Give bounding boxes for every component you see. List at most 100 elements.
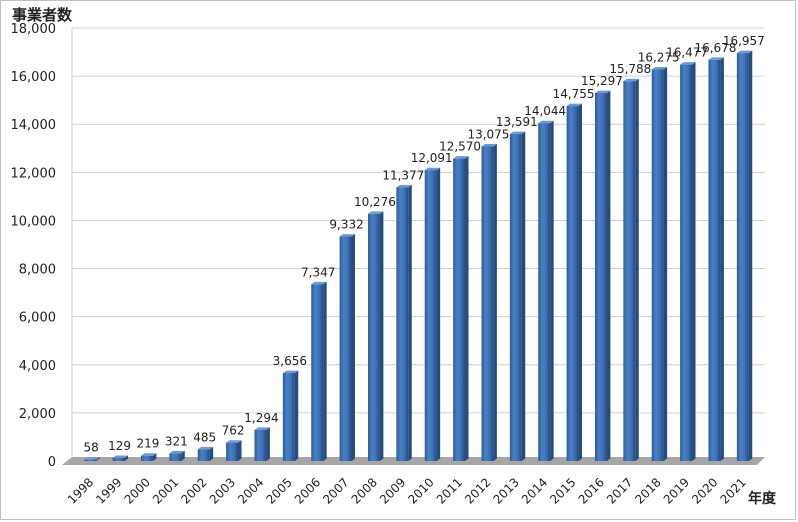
data-label: 14,044 xyxy=(524,104,566,118)
data-label: 12,570 xyxy=(439,140,481,154)
x-tick-label: 1998 xyxy=(65,475,96,506)
bar-side xyxy=(748,50,753,461)
bar-side xyxy=(238,440,242,461)
bar-top xyxy=(226,440,242,443)
gridlines xyxy=(71,27,765,461)
y-tick-label: 4,000 xyxy=(19,359,56,374)
bar xyxy=(736,53,749,462)
bar-top xyxy=(339,234,356,237)
x-tick-label: 2018 xyxy=(632,475,663,506)
x-tick-label: 2015 xyxy=(547,475,578,506)
bar xyxy=(367,213,380,461)
data-label: 12,091 xyxy=(411,151,453,165)
bar-side xyxy=(209,446,214,461)
bar-top xyxy=(169,450,185,454)
bar-side xyxy=(266,427,270,461)
bar xyxy=(169,453,182,461)
bar-side xyxy=(550,120,554,461)
x-tick-label: 2010 xyxy=(405,475,436,506)
bar-side xyxy=(663,67,668,461)
data-label: 3,656 xyxy=(273,354,307,368)
bar-side xyxy=(606,90,611,461)
x-axis-title: 年度 xyxy=(748,491,776,507)
bar-top xyxy=(680,62,696,65)
data-label: 219 xyxy=(136,437,159,451)
y-tick-label: 12,000 xyxy=(11,166,57,181)
y-axis-title: 事業者数 xyxy=(12,6,73,24)
bar-top xyxy=(112,455,129,458)
bar-top xyxy=(708,57,724,60)
bar-top xyxy=(84,457,100,460)
x-tick-labels: 1998199920002001200220032004200520062007… xyxy=(65,475,749,506)
bar-top xyxy=(367,211,384,214)
data-label: 16,275 xyxy=(638,50,680,64)
x-tick-label: 2004 xyxy=(235,475,266,506)
data-label: 15,297 xyxy=(581,74,623,88)
bar-top xyxy=(566,103,583,107)
bar xyxy=(538,123,551,461)
bars xyxy=(84,50,753,462)
bar-side xyxy=(635,78,639,461)
bar-side xyxy=(720,57,724,462)
bar-top xyxy=(594,90,611,94)
bar-side xyxy=(96,457,100,461)
bar-side xyxy=(465,156,469,461)
y-tick-label: 14,000 xyxy=(11,118,57,133)
x-tick-label: 2013 xyxy=(490,475,521,506)
x-tick-label: 2009 xyxy=(377,475,408,506)
bar xyxy=(680,64,693,462)
bar-side xyxy=(152,453,157,461)
bar-side xyxy=(351,234,356,461)
x-tick-label: 2021 xyxy=(717,475,748,506)
bar xyxy=(282,373,295,461)
data-label: 129 xyxy=(108,439,131,453)
y-tick-label: 10,000 xyxy=(11,214,57,229)
data-label: 11,377 xyxy=(382,168,424,182)
x-tick-label: 2008 xyxy=(349,475,380,506)
x-tick-label: 2002 xyxy=(178,475,209,506)
x-tick-label: 2007 xyxy=(320,475,351,506)
y-tick-label: 18,000 xyxy=(11,22,57,37)
bar xyxy=(594,93,607,462)
x-tick-label: 2003 xyxy=(207,475,238,506)
bar-top xyxy=(140,453,157,456)
bar xyxy=(509,134,522,461)
bar-side xyxy=(323,281,327,461)
bar-top xyxy=(481,144,497,147)
x-tick-label: 2019 xyxy=(661,475,692,506)
bar xyxy=(481,146,494,461)
bar-top xyxy=(197,446,214,450)
bar-top xyxy=(736,50,753,54)
data-label: 16,477 xyxy=(666,46,708,60)
bar xyxy=(453,158,466,461)
data-label: 58 xyxy=(84,441,99,455)
bar-top xyxy=(538,120,554,124)
data-label: 10,276 xyxy=(354,195,396,209)
bar-top xyxy=(424,167,441,171)
data-label: 7,347 xyxy=(301,265,335,279)
bar xyxy=(339,236,352,461)
bar xyxy=(197,449,210,461)
y-tick-label: 2,000 xyxy=(19,407,56,422)
bar-top xyxy=(453,156,469,159)
data-label: 9,332 xyxy=(329,218,363,232)
x-tick-label: 2014 xyxy=(519,475,550,506)
x-tick-label: 2017 xyxy=(604,475,635,506)
data-label: 762 xyxy=(222,424,245,438)
bar xyxy=(708,59,721,461)
bar xyxy=(623,81,636,462)
bar-side xyxy=(493,144,497,461)
bar-side xyxy=(379,211,384,461)
x-tick-label: 2001 xyxy=(150,475,181,506)
bar xyxy=(651,69,664,461)
x-tick-label: 2011 xyxy=(434,475,465,506)
bar xyxy=(254,429,267,461)
x-tick-label: 2006 xyxy=(292,475,323,506)
bar-side xyxy=(124,455,129,461)
bar-side xyxy=(692,62,696,461)
bar-top xyxy=(396,184,412,188)
bar-side xyxy=(294,370,299,461)
y-tick-label: 0 xyxy=(48,455,56,470)
